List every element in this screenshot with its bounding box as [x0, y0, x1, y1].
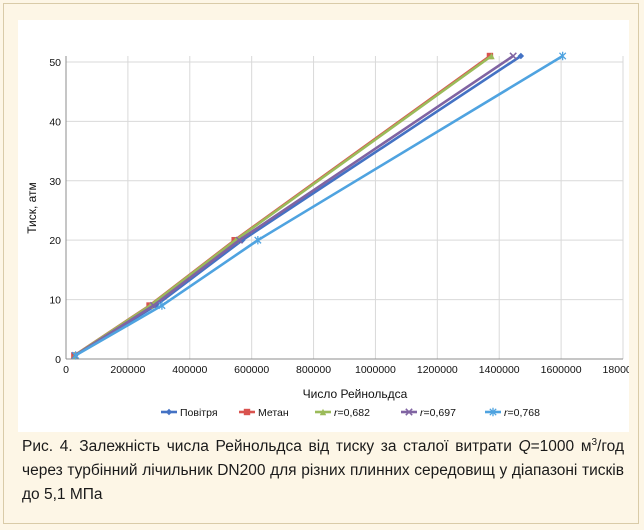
x-axis-title: Число Рейнольдса [303, 387, 408, 401]
x-tick-label: 800000 [296, 364, 331, 376]
figure: 0 200000 400000 600000 800000 1000000 1200000 1… [3, 3, 639, 524]
chart-panel: 0 200000 400000 600000 800000 1000000 1200000 1… [18, 20, 629, 432]
y-tick-label: 40 [49, 116, 61, 128]
data-point-series-4 [509, 52, 517, 60]
figure-caption: Рис. 4. Залежність числа Рейнольдса від … [22, 435, 624, 507]
chart-svg: 0 200000 400000 600000 800000 1000000 1200000 1… [25, 51, 629, 419]
x-tick-label: 0 [63, 364, 69, 376]
caption-part1: Рис. 4. Залежність числа Рейнольдса від … [22, 438, 519, 455]
data-point-series-4 [235, 236, 244, 244]
legend-label: Метан [258, 407, 289, 419]
x-tick-label: 1200000 [417, 364, 458, 376]
caption-q-symbol: Q [518, 438, 531, 455]
series-line-5 [74, 54, 564, 357]
tick-layer: 0 200000 400000 600000 800000 1000000 1200000 1… [49, 57, 629, 376]
legend-label: Повітря [180, 407, 218, 419]
series-layer [71, 51, 567, 360]
legend-marker [243, 408, 251, 416]
data-point-series-5 [254, 235, 262, 245]
caption-part3: /год через турбінний лічильник DN200 для… [22, 438, 624, 503]
legend-label: r=0,682 [334, 407, 370, 419]
x-tick-label: 1600000 [541, 364, 582, 376]
series-line-4 [74, 54, 514, 357]
y-tick-label: 30 [49, 176, 61, 188]
x-tick-label: 1400000 [479, 364, 520, 376]
y-tick-label: 10 [49, 295, 61, 307]
y-tick-label: 20 [49, 235, 61, 247]
data-point-series-5 [71, 351, 80, 360]
legend-marker [405, 408, 413, 416]
legend-marker [165, 408, 173, 416]
axis-layer [65, 56, 623, 360]
legend-label: r=0,697 [420, 407, 456, 419]
caption-superscript: 3 [591, 436, 598, 448]
legend-marker [489, 407, 497, 417]
x-tick-label: 1000000 [355, 364, 396, 376]
legend-label: r=0,768 [504, 407, 540, 419]
caption-part2: =1000 м [530, 438, 592, 455]
y-axis-title: Тиск, атм [25, 182, 39, 234]
x-tick-label: 600000 [234, 364, 269, 376]
legend: Повітря Метан r=0,682 r=0,697 r=0,768 [161, 407, 540, 419]
legend-marker [319, 408, 327, 416]
data-point-series-3 [488, 52, 495, 60]
x-tick-label: 200000 [110, 364, 145, 376]
y-tick-label: 0 [55, 354, 61, 366]
x-tick-label: 400000 [172, 364, 207, 376]
series-line-3 [73, 54, 493, 357]
y-tick-label: 50 [49, 57, 61, 69]
x-tick-label: 1800000 [603, 364, 629, 376]
data-point-series-5 [158, 301, 166, 310]
data-point-series-1 [517, 52, 525, 60]
data-point-series-5 [558, 51, 567, 61]
